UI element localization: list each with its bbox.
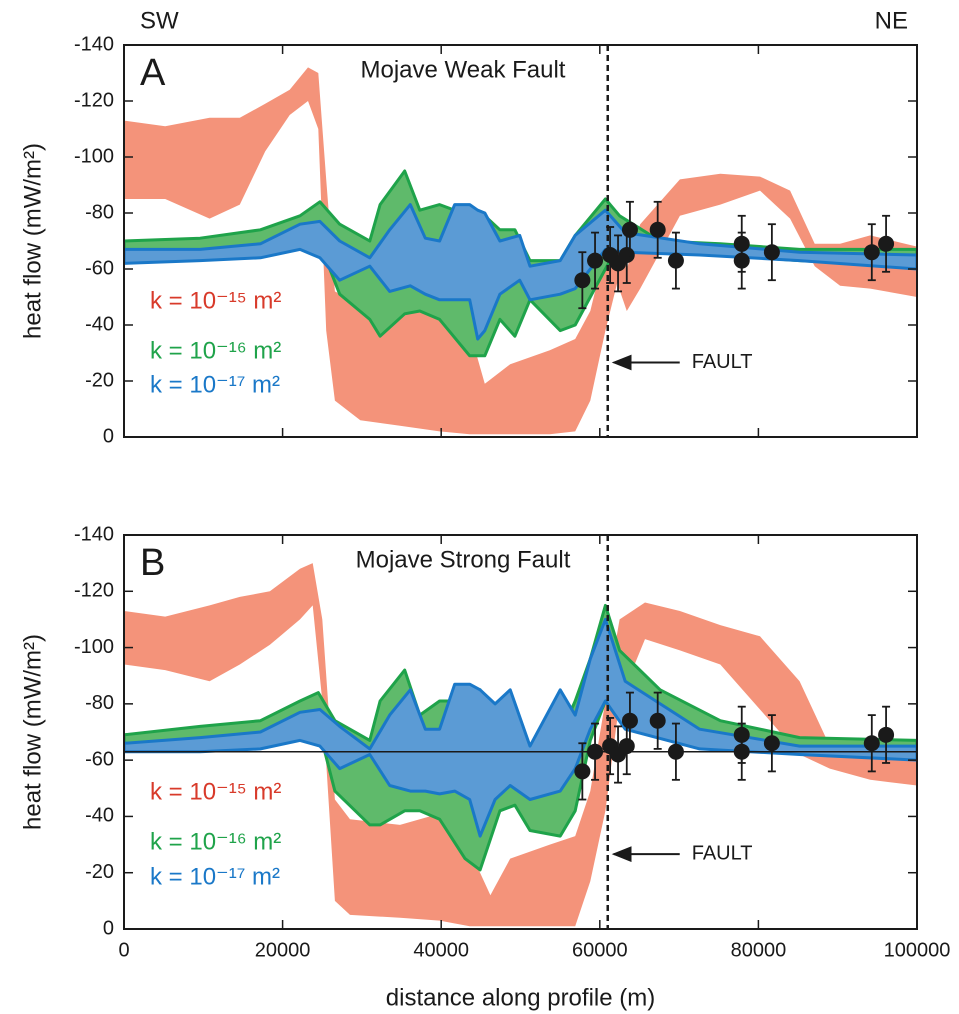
band [124, 203, 917, 341]
data-point [574, 272, 591, 289]
data-point [763, 735, 780, 752]
y-tick-label: -20 [85, 369, 114, 391]
data-point [574, 763, 591, 780]
direction-label: NE [875, 7, 908, 34]
y-tick-label: 0 [103, 917, 114, 939]
fault-label: FAULT [692, 842, 753, 864]
data-point [621, 221, 638, 238]
data-point [649, 712, 666, 729]
data-point-group [574, 742, 591, 801]
data-point-group [863, 714, 880, 773]
data-point-group [621, 200, 638, 259]
band [124, 617, 917, 838]
y-tick-label: -80 [85, 201, 114, 223]
data-point-group [621, 691, 638, 750]
data-point [587, 743, 604, 760]
data-point-group [587, 722, 604, 781]
y-axis-label: heat flow (mW/m²) [19, 143, 46, 339]
panel-label: A [140, 52, 166, 94]
data-point-group [863, 223, 880, 282]
y-tick-label: -120 [74, 89, 114, 111]
x-axis-label: distance along profile (m) [386, 984, 655, 1011]
band-legend-label: k = 10⁻¹⁷ m² [150, 863, 280, 890]
y-tick-label: 0 [103, 425, 114, 447]
data-point-group [649, 200, 666, 259]
direction-label: SW [140, 7, 179, 34]
panel-title: Mojave Strong Fault [356, 546, 571, 573]
data-point-group [763, 223, 780, 282]
data-point-group [733, 231, 750, 290]
data-point-group [649, 691, 666, 750]
x-tick-label: 40000 [413, 939, 469, 961]
data-point [863, 735, 880, 752]
data-point-group [667, 722, 684, 781]
data-point [649, 221, 666, 238]
data-point-group [587, 231, 604, 290]
band-legend-label: k = 10⁻¹⁵ m² [150, 287, 281, 314]
data-point [733, 743, 750, 760]
plot-frame [123, 44, 918, 438]
x-tick-label: 80000 [731, 939, 787, 961]
y-tick-label: -40 [85, 805, 114, 827]
data-point-group [574, 251, 591, 310]
data-point [618, 738, 635, 755]
fault-label: FAULT [692, 351, 753, 373]
panel-title: Mojave Weak Fault [361, 56, 566, 83]
data-point [667, 743, 684, 760]
data-point [878, 235, 895, 252]
band-legend-label: k = 10⁻¹⁶ m² [150, 828, 281, 855]
y-tick-label: -140 [74, 523, 114, 545]
data-point-group [763, 714, 780, 773]
data-point [763, 244, 780, 261]
bands [124, 67, 917, 435]
y-axis-label: heat flow (mW/m²) [19, 634, 46, 830]
y-tick-label: -80 [85, 692, 114, 714]
band-legend-label: k = 10⁻¹⁶ m² [150, 337, 281, 364]
x-tick-label: 100000 [884, 939, 951, 961]
data-point-group [878, 214, 895, 273]
data-point [733, 252, 750, 269]
x-tick-label: 60000 [572, 939, 628, 961]
plot-frame [123, 534, 918, 930]
data-point-group [667, 231, 684, 290]
data-point [621, 712, 638, 729]
band-legend-label: k = 10⁻¹⁷ m² [150, 371, 280, 398]
band [124, 67, 917, 435]
data-point [863, 244, 880, 261]
data-point [618, 247, 635, 263]
y-tick-label: -40 [85, 313, 114, 335]
bands [124, 563, 917, 927]
x-tick-label: 0 [118, 939, 129, 961]
y-tick-label: -100 [74, 636, 114, 658]
x-tick-label: 20000 [255, 939, 311, 961]
panel-label: B [140, 542, 165, 584]
y-tick-label: -60 [85, 257, 114, 279]
y-tick-label: -140 [74, 33, 114, 55]
data-point [587, 252, 604, 269]
y-tick-label: -60 [85, 748, 114, 770]
data-point [878, 726, 895, 743]
data-point-group [733, 722, 750, 781]
band [124, 563, 917, 927]
y-tick-label: -120 [74, 580, 114, 602]
data-point [667, 252, 684, 269]
band-legend-label: k = 10⁻¹⁵ m² [150, 778, 281, 805]
y-tick-label: -100 [74, 145, 114, 167]
y-tick-label: -20 [85, 861, 114, 883]
data-point-group [878, 705, 895, 764]
